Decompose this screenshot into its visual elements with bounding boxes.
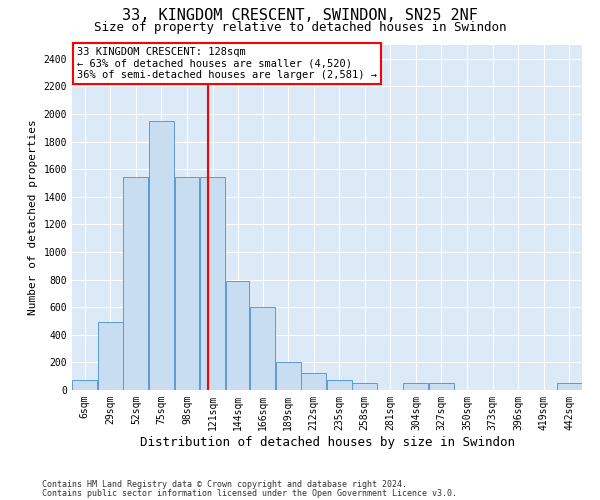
- Text: Size of property relative to detached houses in Swindon: Size of property relative to detached ho…: [94, 21, 506, 34]
- Bar: [276, 362, 301, 390]
- Bar: [175, 178, 199, 390]
- Bar: [352, 383, 377, 390]
- Text: Contains HM Land Registry data © Crown copyright and database right 2024.: Contains HM Land Registry data © Crown c…: [42, 480, 407, 489]
- Y-axis label: Number of detached properties: Number of detached properties: [28, 120, 38, 316]
- X-axis label: Distribution of detached houses by size in Swindon: Distribution of detached houses by size …: [139, 436, 515, 448]
- Bar: [557, 383, 581, 390]
- Text: 33, KINGDOM CRESCENT, SWINDON, SN25 2NF: 33, KINGDOM CRESCENT, SWINDON, SN25 2NF: [122, 8, 478, 22]
- Bar: [250, 307, 275, 390]
- Bar: [200, 178, 225, 390]
- Bar: [124, 178, 148, 390]
- Bar: [403, 383, 428, 390]
- Bar: [429, 383, 454, 390]
- Bar: [149, 121, 174, 390]
- Bar: [327, 380, 352, 390]
- Bar: [98, 322, 123, 390]
- Bar: [301, 374, 326, 390]
- Bar: [73, 380, 97, 390]
- Text: 33 KINGDOM CRESCENT: 128sqm
← 63% of detached houses are smaller (4,520)
36% of : 33 KINGDOM CRESCENT: 128sqm ← 63% of det…: [77, 46, 377, 80]
- Bar: [226, 281, 250, 390]
- Text: Contains public sector information licensed under the Open Government Licence v3: Contains public sector information licen…: [42, 489, 457, 498]
